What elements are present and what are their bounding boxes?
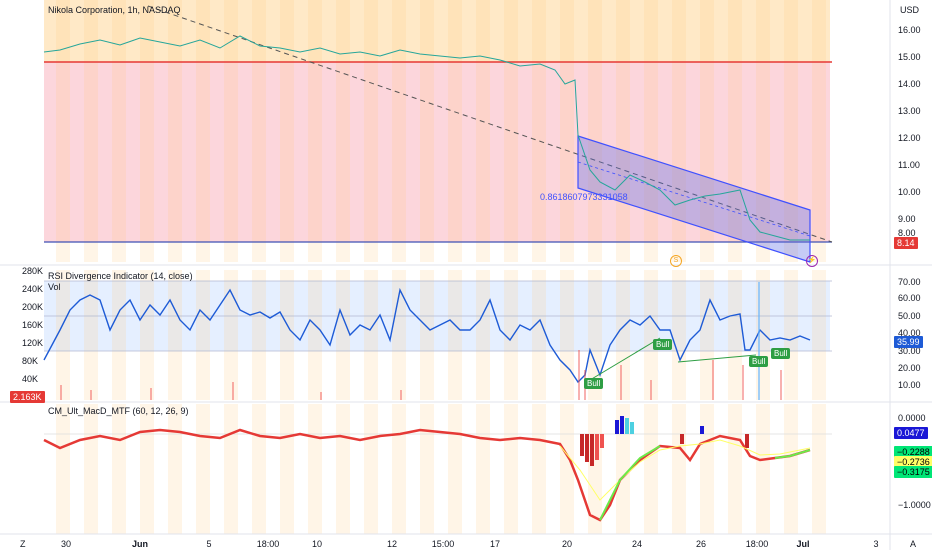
rsi-tick: 30.00 [898, 346, 921, 356]
time-tick: 12 [386, 539, 398, 549]
price-tick: 15.00 [898, 52, 921, 62]
rsi-tick: 10.00 [898, 380, 921, 390]
vol-tick: 120K [22, 338, 44, 348]
time-tick: Jun [131, 539, 149, 549]
rsi-tick: 20.00 [898, 363, 921, 373]
price-tick: 10.00 [898, 187, 921, 197]
signal-line [559, 439, 811, 501]
divergence-line-1 [589, 337, 661, 381]
rsi-tick: 50.00 [898, 311, 921, 321]
bull-label: Bull [749, 356, 769, 367]
time-tick: 20 [561, 539, 573, 549]
auto-scale-icon[interactable]: A [910, 539, 917, 549]
price-tick: 12.00 [898, 133, 921, 143]
price-tick: 8.00 [898, 228, 916, 238]
time-tick: 24 [631, 539, 643, 549]
macd-value-tag: −0.2288 [894, 446, 932, 458]
rsi-tick: 60.00 [898, 293, 921, 303]
price-tick: 9.00 [898, 214, 916, 224]
volume-value-tag: 2.163K [10, 391, 45, 403]
rsi-line [43, 287, 811, 384]
price-tick: 16.00 [898, 25, 921, 35]
vol-label[interactable]: Vol [48, 282, 61, 292]
macd-value-tag: −0.3175 [894, 466, 932, 478]
dashed-trendline [147, 5, 833, 243]
time-tick: 18:00 [745, 539, 769, 549]
current-price-tag: 8.14 [894, 237, 918, 249]
vol-tick: 280K [22, 266, 44, 276]
vol-tick: 160K [22, 320, 44, 330]
macd-value-tag: 0.0477 [894, 427, 928, 439]
macd-line [43, 428, 811, 522]
macd-title[interactable]: CM_Ult_MacD_MTF (60, 12, 26, 9) [48, 406, 189, 416]
price-tick: 13.00 [898, 106, 921, 116]
vol-tick: 80K [22, 356, 39, 366]
time-tick: 26 [695, 539, 707, 549]
symbol-title[interactable]: Nikola Corporation, 1h, NASDAQ [48, 5, 181, 15]
time-tick: 18:00 [256, 539, 280, 549]
price-tick: 11.00 [898, 160, 920, 170]
time-tick: 3 [873, 539, 879, 549]
rsi-title[interactable]: RSI Divergence Indicator (14, close) [48, 271, 193, 281]
price-series [43, 35, 810, 241]
divergence-line-2 [677, 354, 757, 363]
timezone-icon[interactable]: Z [20, 539, 26, 549]
time-tick: 5 [206, 539, 212, 549]
vol-tick: 200K [22, 302, 44, 312]
rsi-tick: 70.00 [898, 277, 921, 287]
time-tick: 30 [60, 539, 72, 549]
bull-label: Bull [653, 339, 673, 350]
time-tick: 17 [489, 539, 501, 549]
rsi-tick: 40.00 [898, 328, 921, 338]
macd-value-tag: −0.2736 [894, 456, 932, 468]
dividend-icon[interactable]: S [670, 255, 682, 267]
vol-tick: 40K [22, 374, 39, 384]
bull-label: Bull [584, 378, 604, 389]
time-tick: 10 [311, 539, 323, 549]
macd-tick: 0.0000 [898, 413, 926, 423]
time-tick: 15:00 [431, 539, 455, 549]
macd-tick: −1.0000 [898, 500, 931, 510]
fib-label: 0.8618607973331058 [540, 192, 628, 202]
macd-histogram [580, 416, 749, 466]
time-tick: Jul [796, 539, 810, 549]
vol-tick: 240K [22, 284, 44, 294]
rsi-value-tag: 35.99 [894, 336, 923, 348]
price-tick: 14.00 [898, 79, 921, 89]
currency-label[interactable]: USD [900, 5, 920, 15]
earnings-icon[interactable]: ⚡ [806, 255, 818, 267]
bull-label: Bull [771, 348, 791, 359]
